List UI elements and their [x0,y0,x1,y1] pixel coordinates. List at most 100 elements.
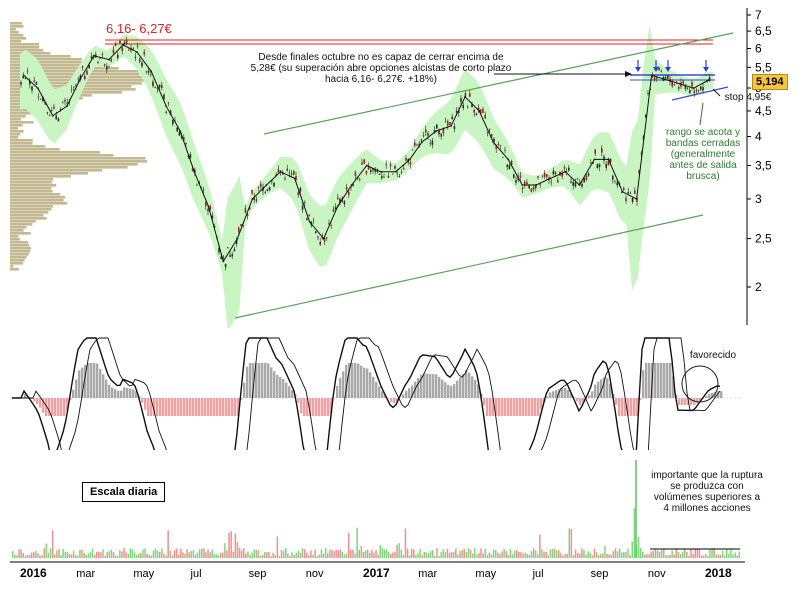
candle-body [231,254,233,257]
volume-bar [123,548,125,558]
oscillator-histogram-bar [408,388,411,398]
volume-profile-bar [10,217,47,220]
candle-body [656,77,658,79]
oscillator-histogram-bar [375,381,378,398]
volume-profile-bar [10,145,46,148]
volume-bar [146,553,148,558]
oscillator-histogram-bar [150,398,153,416]
volume-bar [114,555,117,558]
candle-body [59,108,62,110]
price-point [635,198,638,200]
volume-bar [705,553,707,558]
volume-bar [324,548,327,558]
price-point [136,51,139,53]
oscillator-histogram-bar [441,379,444,398]
oscillator-histogram-bar [660,363,663,398]
oscillator-histogram-bar [540,398,543,410]
candle-body [196,184,198,186]
oscillator-histogram-bar [246,366,249,398]
price-point [692,87,695,89]
volume-bar [49,548,52,558]
oscillator-histogram-bar [603,376,606,398]
volume-bar [39,555,41,558]
oscillator-histogram-bar [147,398,150,416]
candle-body [205,202,207,207]
candle-body [222,256,225,258]
oscillator-histogram-bar [51,398,54,416]
volume-profile-bar [10,244,30,247]
volume-bar [171,555,174,558]
candle-body [88,65,90,69]
volume-bar [579,553,581,558]
candle-body [286,168,288,171]
candle-body [176,127,178,132]
volume-bar [236,542,239,558]
candle-body [510,160,513,165]
volume-bar [597,554,600,558]
volume-profile-bar [10,55,71,58]
candle-body [385,164,387,166]
volume-bar [623,552,625,558]
candle-body [638,169,640,174]
candle-body [84,76,86,79]
volume-bar [186,549,188,558]
volume-bar [37,553,39,558]
oscillator-histogram-bar [144,398,147,410]
time-tick-label: 2016 [20,566,47,580]
volume-bar [671,550,673,558]
volume-bar [495,549,497,558]
volume-bar [513,550,516,558]
candle-body [557,179,559,183]
volume-bar [112,552,115,558]
volume-profile-bar [10,118,21,121]
candle-body [513,174,515,178]
candle-body [141,62,143,67]
candle-body [315,231,317,234]
volume-bar [308,555,310,558]
oscillator-histogram-bar [594,384,597,398]
candle-body [614,180,616,182]
candle-body [552,170,555,175]
oscillator-histogram-bar [369,372,372,398]
volume-bar [663,549,665,558]
oscillator-histogram-bar [141,398,144,403]
price-tick-label: 3 [755,192,762,206]
oscillator-histogram-bar [345,364,348,398]
candle-body [167,102,170,104]
volume-bar [339,549,342,558]
volume-bar [562,555,564,558]
volume-bar [438,555,440,558]
volume-bar [259,555,262,558]
volume-bar [165,555,167,558]
oscillator-histogram-bar [87,363,90,398]
volume-profile-bar [10,172,88,175]
oscillator-histogram-bar [108,384,111,398]
oscillator-histogram-bar [207,398,210,416]
oscillator-histogram-bar [282,378,285,398]
oscillator-histogram-bar [516,398,519,416]
candle-body [251,189,253,194]
volume-bar [268,551,270,558]
volume-bar [203,548,205,558]
volume-profile-bar [10,229,24,232]
volume-bar [459,550,461,558]
candle-body [121,47,123,52]
volume-bar [219,552,222,558]
volume-bar [261,554,264,558]
candle-body [543,172,546,177]
volume-bar [129,548,132,558]
oscillator-histogram-bar [390,398,393,402]
candle-body [86,70,88,75]
volume-bar [110,549,113,558]
candle-body [462,104,464,109]
oscillator-histogram-bar [198,398,201,416]
timeframe-label: Escala diaria [82,482,166,502]
candle-body [572,182,574,186]
candle-body [260,183,262,187]
price-point [308,220,311,223]
volume-bar [585,554,587,558]
candle-body [345,187,348,190]
candle-body [576,178,579,180]
volume-bar [289,555,291,558]
price-point [621,190,624,193]
